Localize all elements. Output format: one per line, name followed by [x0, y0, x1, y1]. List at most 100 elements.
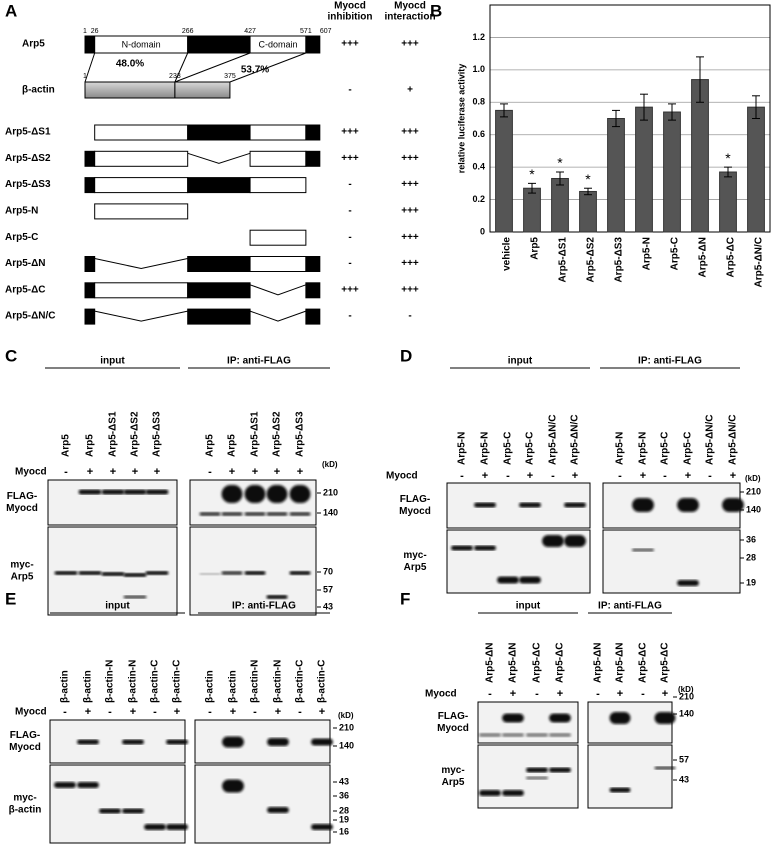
group-label: IP: anti-FLAG [227, 356, 291, 367]
bar [607, 118, 625, 233]
treatment-sign: - [64, 466, 68, 478]
row-name: Arp5-ΔS3 [5, 179, 51, 190]
band [244, 485, 266, 503]
blot-name: Myocd [9, 742, 41, 753]
size-marker: 57 [323, 584, 333, 594]
y-tick-label: 1.0 [472, 64, 485, 74]
band [54, 782, 76, 788]
error-bar [696, 56, 704, 103]
alignment-line [84, 52, 96, 83]
size-marker: 28 [746, 552, 756, 562]
bar [747, 106, 765, 233]
band [145, 489, 169, 495]
row-name: Arp5-ΔS2 [5, 153, 51, 164]
bar [495, 109, 513, 233]
panel-label: D [400, 346, 412, 365]
lane-label: Arp5-ΔN/C [705, 414, 716, 465]
band [289, 571, 311, 575]
panel-label: C [5, 346, 17, 365]
domain-label: S2 [213, 39, 224, 49]
deletion-line [249, 310, 307, 322]
error-bar [724, 166, 732, 178]
interaction: +++ [401, 284, 419, 295]
significance-marker: * [557, 155, 563, 171]
band [677, 498, 699, 512]
inhibition: +++ [341, 127, 359, 138]
size-marker: 140 [339, 740, 354, 750]
treatment-sign: + [110, 466, 116, 478]
domain [94, 282, 189, 299]
band [166, 739, 188, 745]
size-marker: 210 [679, 691, 694, 701]
x-tick-label: vehicle [502, 237, 513, 271]
deletion-line [94, 310, 188, 322]
lane-label: Arp5-C [660, 432, 671, 465]
band [199, 573, 221, 575]
lane-label: Arp5 [205, 434, 216, 457]
x-tick-label: Arp5-ΔN [698, 237, 709, 278]
group-label: input [508, 356, 533, 367]
blot [47, 479, 178, 526]
size-marker: 28 [339, 805, 349, 815]
inhibition: +++ [341, 153, 359, 164]
treatment-sign: + [174, 706, 180, 718]
identity: 48.0% [116, 59, 144, 70]
error-bar [500, 103, 508, 118]
size-marker: 140 [679, 708, 694, 718]
treatment-sign: + [252, 466, 258, 478]
domain [84, 308, 96, 325]
y-tick-label: 1.2 [472, 32, 485, 42]
band [502, 713, 524, 723]
band [502, 790, 524, 796]
domain [174, 81, 231, 99]
band [564, 502, 586, 508]
position: 607 [320, 28, 332, 35]
x-tick-label: Arp5-ΔS2 [586, 237, 597, 283]
band [122, 739, 144, 745]
treatment-sign: + [510, 688, 516, 700]
treatment-sign: + [640, 470, 646, 482]
lane-label: Arp5-ΔN [508, 642, 519, 683]
unit: (kD) [745, 474, 761, 483]
bar [551, 177, 569, 233]
band [101, 572, 125, 576]
blot-name: Myocd [437, 723, 469, 734]
lane-label: Arp5 [61, 434, 72, 457]
blot-name: FLAG- [400, 494, 431, 505]
treatment-sign: + [230, 706, 236, 718]
blot [194, 764, 331, 844]
treatment-sign: - [708, 470, 712, 482]
y-tick-label: 0.6 [472, 129, 485, 139]
position: 266 [182, 28, 194, 35]
inhibition: +++ [341, 284, 359, 295]
blot-name: Arp5 [11, 572, 34, 583]
domain [249, 256, 307, 272]
band [267, 738, 289, 746]
error-bar [556, 171, 564, 186]
position: 427 [244, 28, 256, 35]
lane-label: Arp5-N [457, 432, 468, 465]
blot [49, 719, 186, 764]
treatment-sign: - [460, 470, 464, 482]
size-marker: 19 [746, 577, 756, 587]
domain [94, 177, 189, 194]
lane-label: β-actin [205, 670, 216, 703]
band [54, 571, 78, 575]
band [123, 489, 147, 495]
error-bar [640, 93, 648, 121]
interaction: +++ [401, 153, 419, 164]
interaction: +++ [401, 258, 419, 269]
row-name: β-actin [22, 85, 55, 96]
treatment-sign: + [130, 706, 136, 718]
blot-name: β-actin [9, 805, 42, 816]
band [632, 498, 654, 512]
size-marker: 16 [339, 826, 349, 836]
column-header: Myocd [334, 1, 366, 12]
domain [187, 124, 251, 141]
position: 1 [83, 28, 87, 35]
band [497, 576, 519, 584]
error-bar [752, 95, 760, 119]
treatment-sign: + [87, 466, 93, 478]
y-tick-label: 0.8 [472, 97, 485, 107]
